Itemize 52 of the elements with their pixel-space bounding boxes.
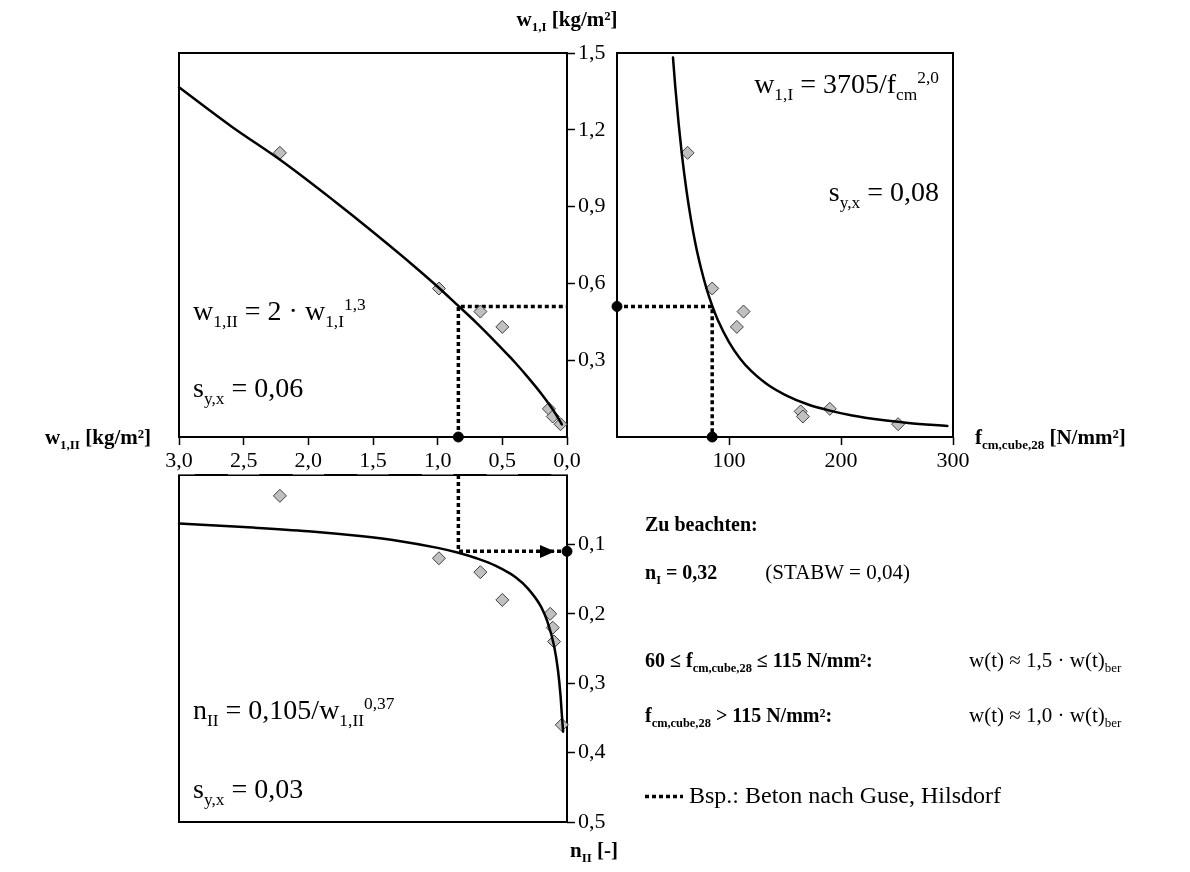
x-tick-label: 2,0 — [294, 446, 323, 472]
point — [495, 319, 510, 334]
y-tick-label: 0,4 — [578, 738, 606, 764]
point — [272, 488, 287, 503]
text: Zu beachten: — [645, 513, 758, 536]
point — [561, 545, 573, 557]
x-tick-label: 0,0 — [553, 446, 581, 472]
y-tick-label: 0,2 — [578, 599, 606, 625]
x-tick-label: 100 — [712, 446, 746, 472]
point — [543, 606, 558, 621]
point — [705, 281, 720, 296]
point — [431, 551, 446, 566]
y-tick-label: 0,9 — [578, 192, 606, 218]
y-tick-label: 1,2 — [578, 115, 606, 141]
text: 60 ≤ f$_{cm,cube,28}$ ≤ 115 N/mm²: — [645, 649, 874, 675]
x-tick-label: 3,0 — [165, 446, 193, 472]
annotation: s$_{y,x}$ = 0,06 — [193, 371, 304, 408]
text: (STABW = 0,04) — [765, 560, 910, 585]
y-tick-label: 1,5 — [578, 38, 606, 64]
point — [706, 431, 718, 443]
point — [795, 409, 810, 424]
x-tick-label: 1,5 — [359, 446, 387, 472]
y-axis-title: n$_{II}$ [-] — [570, 838, 619, 866]
point — [495, 592, 510, 607]
point — [680, 145, 695, 160]
annotation: s$_{y,x}$ = 0,03 — [193, 773, 304, 809]
x-tick-label: 0,5 — [488, 446, 517, 472]
text: w(t) ≈ 1,5 · w(t)$_{ber}$ — [969, 648, 1122, 676]
point — [729, 319, 744, 334]
legend-label: Bsp.: Beton nach Guse, Hilsdorf — [689, 782, 1001, 810]
annotation: s$_{y,x}$ = 0,08 — [828, 175, 939, 212]
text: f$_{cm,cube,28}$ > 115 N/mm²: — [645, 704, 834, 730]
y-tick-label: 0,6 — [578, 269, 606, 295]
point — [452, 431, 464, 443]
x-axis-title: f$_{cm,cube,28}$ [N/mm²] — [975, 424, 1126, 453]
x-tick-label: 1,0 — [423, 446, 452, 472]
x-tick-label: 2,5 — [229, 446, 258, 472]
point — [611, 300, 623, 312]
text: n$_{I}$ = 0,32 — [645, 561, 718, 587]
point — [473, 565, 488, 580]
point — [272, 145, 287, 160]
point — [736, 304, 751, 319]
x-tick-label: 300 — [936, 446, 970, 472]
y-tick-label: 0,3 — [578, 668, 606, 694]
text: w(t) ≈ 1,0 · w(t)$_{ber}$ — [969, 703, 1122, 731]
x-tick-label: 200 — [824, 446, 858, 472]
y-axis-title: w$_{1,I}$ [kg/m²] — [516, 6, 618, 35]
x-axis-title: w$_{1,II}$ [kg/m²] — [44, 424, 151, 453]
point — [473, 304, 488, 319]
y-tick-label: 0,3 — [578, 345, 606, 371]
y-tick-label: 0,5 — [578, 807, 606, 833]
y-tick-label: 0,1 — [578, 530, 606, 556]
